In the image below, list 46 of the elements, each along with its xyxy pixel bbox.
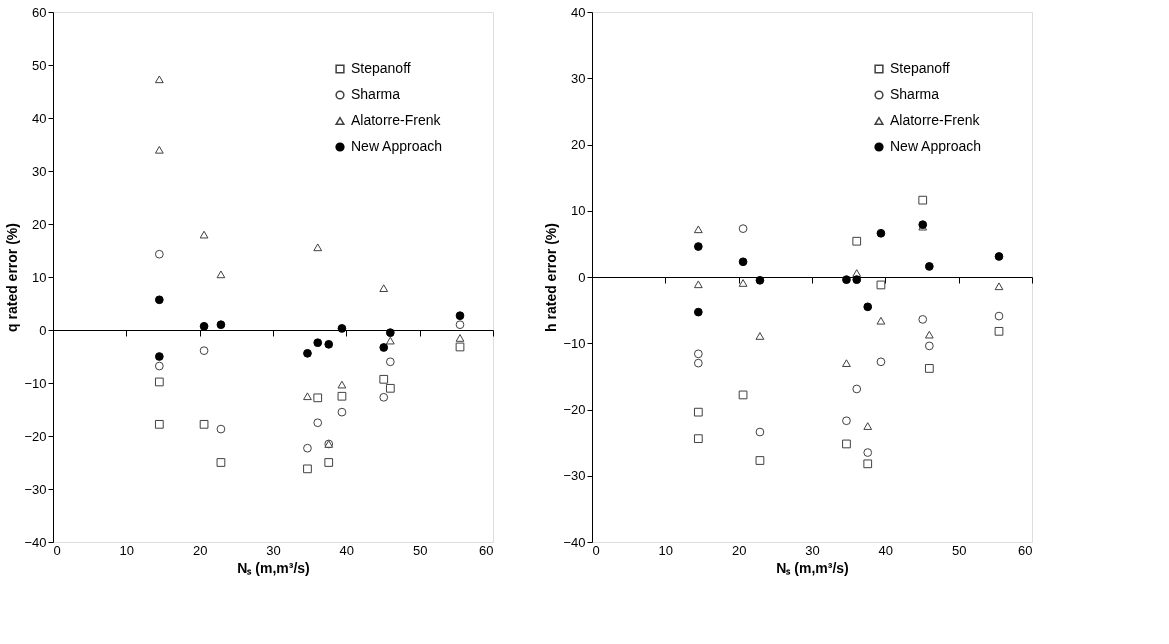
y-tick-label: −20 [563, 402, 586, 417]
y-tick-label: −30 [24, 481, 47, 497]
x-tick-label: 30 [266, 542, 281, 558]
x-tick-label: 50 [951, 542, 967, 558]
legend-label: New Approach [890, 138, 982, 154]
x-tick-label: 40 [878, 542, 894, 558]
x-tick-label: 50 [412, 542, 428, 558]
x-tick-label: 20 [731, 542, 747, 558]
legend-label: Stepanoff [890, 60, 950, 76]
x-tick-label: 60 [479, 542, 494, 558]
y-tick-label: −10 [24, 375, 47, 391]
y-tick-label: −10 [563, 335, 586, 351]
y-tick-label: 20 [571, 137, 586, 152]
y-tick-label: −40 [24, 534, 47, 550]
x-tick-label: 60 [1018, 542, 1033, 558]
y-tick-label: 50 [32, 57, 47, 73]
y-tick-label: −40 [563, 534, 586, 550]
x-tick-label: 10 [658, 542, 674, 558]
y-axis-title: h rated error (%) [543, 223, 560, 332]
x-tick-label: 0 [53, 542, 61, 558]
y-tick-label: 60 [32, 4, 47, 20]
x-tick-label: 20 [192, 542, 208, 558]
y-tick-label: 10 [571, 203, 586, 219]
y-axis-title: q rated error (%) [4, 223, 21, 332]
legend-label: New Approach [351, 138, 443, 154]
y-tick-label: 0 [39, 322, 47, 338]
x-tick-label: 10 [119, 542, 135, 558]
y-tick-label: 10 [32, 269, 47, 285]
legend-label: Sharma [351, 86, 401, 102]
x-axis-title: Nₛ (m,m³/s) [776, 559, 849, 576]
y-tick-label: 0 [578, 269, 586, 285]
y-tick-label: −30 [563, 468, 586, 484]
y-tick-label: 30 [32, 163, 47, 179]
x-tick-label: 30 [805, 542, 820, 558]
legend-label: Alatorre-Frenk [351, 112, 442, 128]
y-tick-label: 40 [32, 110, 47, 126]
y-tick-label: 40 [571, 4, 586, 20]
y-tick-label: 30 [571, 70, 586, 86]
legend-label: Sharma [890, 86, 940, 102]
y-tick-label: −20 [24, 428, 47, 444]
legend-label: Stepanoff [351, 60, 411, 76]
x-tick-label: 0 [592, 542, 600, 558]
x-tick-label: 40 [339, 542, 355, 558]
x-axis-title: Nₛ (m,m³/s) [237, 559, 310, 576]
legend-label: Alatorre-Frenk [890, 112, 981, 128]
y-tick-label: 20 [32, 216, 47, 232]
